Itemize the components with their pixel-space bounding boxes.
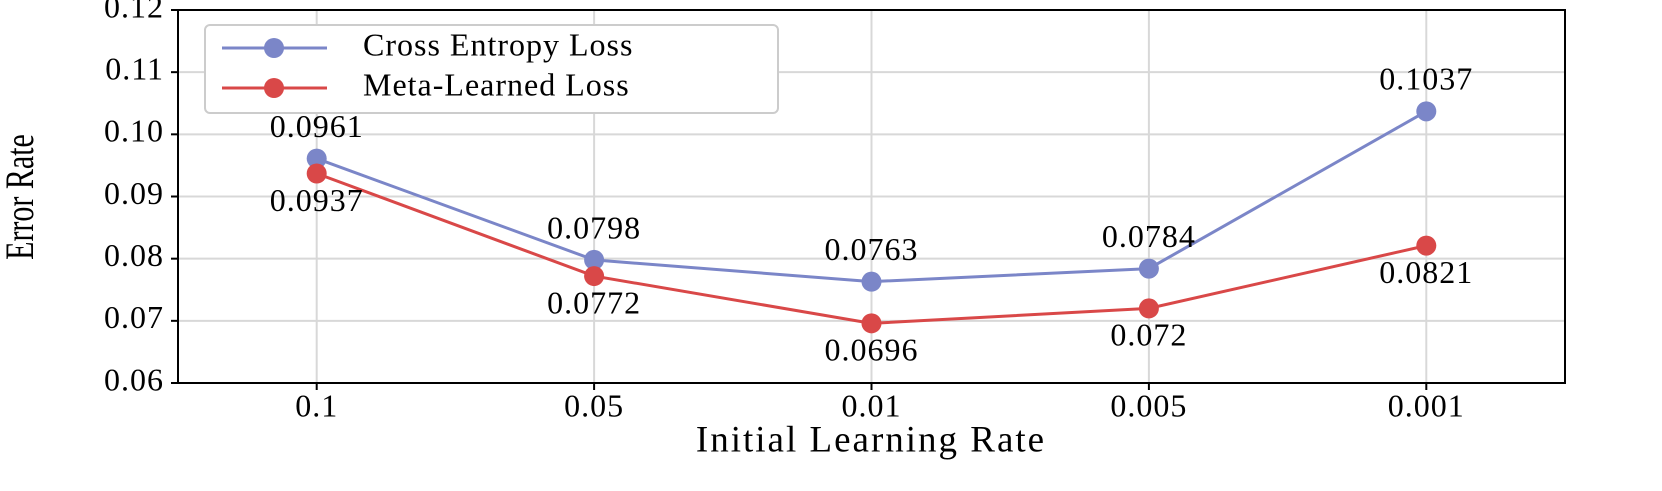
point — [306, 148, 327, 169]
data-label: 0.0784 — [1102, 218, 1196, 254]
y-axis-label: Error Rate — [0, 134, 42, 260]
data-label: 0.0772 — [547, 284, 641, 320]
y-tick-label: 0.11 — [105, 51, 164, 87]
point — [1416, 101, 1437, 122]
x-axis-label: Initial Learning Rate — [696, 419, 1046, 460]
point — [861, 271, 882, 292]
legend-marker — [264, 38, 284, 58]
point — [1416, 235, 1437, 256]
x-tick-label: 0.05 — [564, 387, 624, 423]
point — [1138, 298, 1159, 319]
point — [861, 313, 882, 334]
data-label: 0.0821 — [1379, 254, 1473, 290]
legend: Cross Entropy Loss Meta-Learned Loss — [204, 24, 779, 114]
point — [584, 266, 605, 287]
data-label: 0.1037 — [1379, 61, 1473, 97]
x-tick-label: 0.005 — [1110, 387, 1187, 423]
legend-marker — [264, 78, 284, 98]
y-tick-label: 0.07 — [104, 299, 164, 335]
y-tick-label: 0.08 — [104, 237, 164, 273]
point — [306, 163, 327, 184]
point — [584, 249, 605, 270]
y-tick-label: 0.06 — [104, 361, 164, 397]
point — [1138, 258, 1159, 279]
legend-label: Meta-Learned Loss — [363, 66, 630, 102]
data-label: 0.0763 — [825, 231, 919, 267]
y-tick-label: 0.10 — [104, 113, 164, 149]
x-tick-label: 0.001 — [1388, 387, 1465, 423]
legend-box — [204, 24, 779, 114]
y-tick-label: 0.09 — [104, 175, 164, 211]
plot-frame — [177, 9, 1566, 384]
legend-label: Cross Entropy Loss — [363, 26, 633, 62]
data-label: 0.072 — [1110, 317, 1187, 353]
data-label: 0.0937 — [270, 182, 364, 218]
data-label: 0.0798 — [547, 209, 641, 245]
x-tick-label: 0.01 — [842, 387, 902, 423]
data-label: 0.0696 — [825, 332, 919, 368]
y-tick-label: 0.12 — [104, 0, 164, 24]
x-tick-label: 0.1 — [295, 387, 338, 423]
